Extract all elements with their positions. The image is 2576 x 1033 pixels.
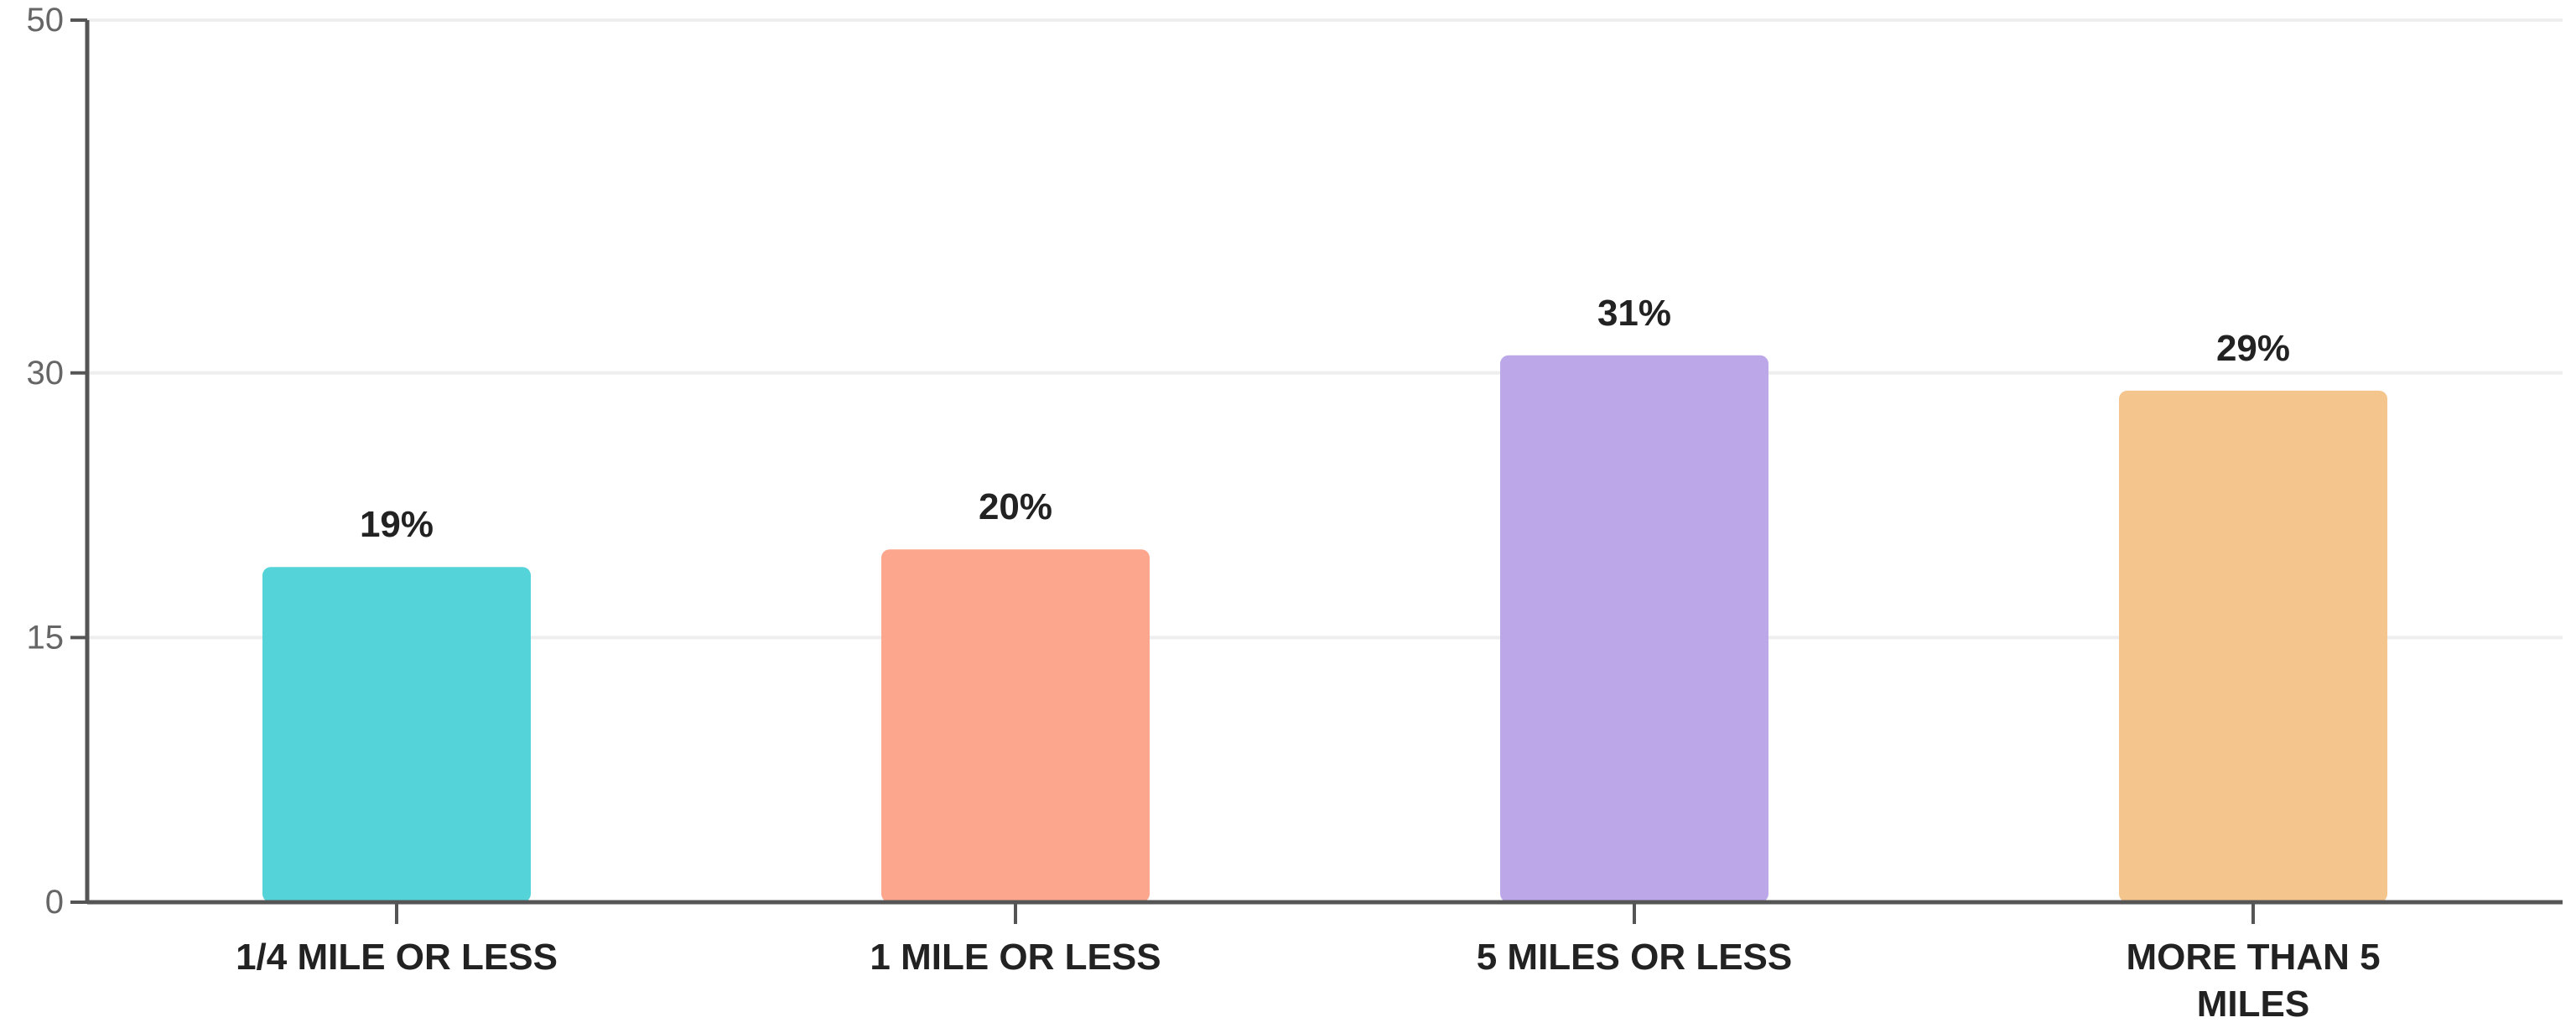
y-tick-label: 50 xyxy=(27,2,65,39)
x-category-label: 1/4 MILE OR LESS xyxy=(236,937,558,978)
bar xyxy=(881,549,1150,902)
bar-value-label: 20% xyxy=(979,486,1052,527)
axes xyxy=(85,20,2563,905)
y-tick-label: 15 xyxy=(27,619,65,656)
y-tick-label: 30 xyxy=(27,355,65,392)
x-category-label-line: 5 MILES OR LESS xyxy=(1477,937,1793,978)
x-category-label: MORE THAN 5 MILES xyxy=(2126,937,2380,1025)
x-category-label-line: 1/4 MILE OR LESS xyxy=(236,937,558,978)
x-category-label: 5 MILES OR LESS xyxy=(1477,937,1793,978)
bar xyxy=(2119,390,2387,903)
y-ticks: 0 15 30 50 xyxy=(27,2,87,921)
bar-value-label: 19% xyxy=(360,504,434,545)
x-category-label: 1 MILE OR LESS xyxy=(870,937,1161,978)
x-category-label-line: MILES xyxy=(2197,984,2309,1025)
bars xyxy=(262,355,2387,903)
category-labels: 1/4 MILE OR LESS 1 MILE OR LESS 5 MILES OR… xyxy=(236,937,2381,1025)
bar-value-label: 31% xyxy=(1597,293,1671,334)
x-category-label-line: MORE THAN 5 xyxy=(2126,937,2380,978)
bar xyxy=(262,567,531,902)
bar-value-label: 29% xyxy=(2216,328,2290,369)
value-labels: 19% 20% 31% 29% xyxy=(360,293,2290,545)
y-tick-label: 0 xyxy=(45,884,64,921)
x-category-label-line: 1 MILE OR LESS xyxy=(870,937,1161,978)
x-ticks xyxy=(395,902,2255,924)
bar xyxy=(1500,355,1768,902)
